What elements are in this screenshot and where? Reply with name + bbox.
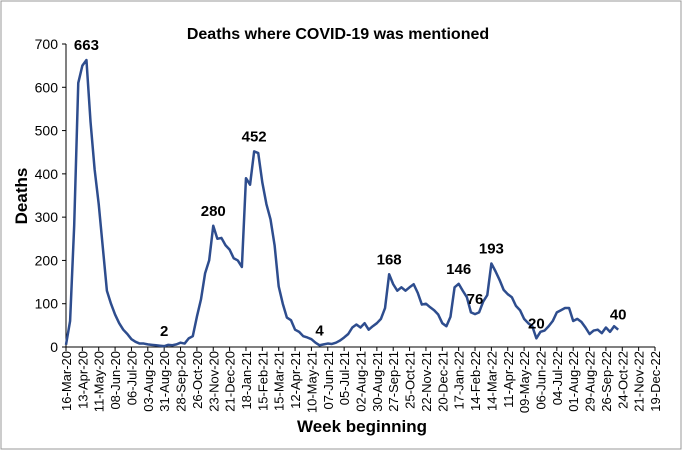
x-tick-label: 27-Sep-21 bbox=[386, 351, 401, 412]
x-tick-label: 12-Apr-21 bbox=[288, 351, 303, 409]
x-tick-label: 28-Sep-20 bbox=[174, 351, 189, 412]
x-tick-label: 21-Nov-22 bbox=[632, 351, 647, 412]
y-tick-label: 700 bbox=[35, 36, 59, 52]
x-tick-label: 07-Jun-21 bbox=[321, 351, 336, 410]
x-tick-label: 06-Jun-22 bbox=[533, 351, 548, 410]
data-label: 193 bbox=[479, 240, 504, 257]
x-tick-label: 20-Dec-21 bbox=[435, 351, 450, 412]
y-tick-label: 100 bbox=[35, 296, 59, 312]
x-tick-label: 29-Aug-22 bbox=[583, 351, 598, 412]
x-tick-label: 01-Aug-22 bbox=[566, 351, 581, 412]
data-label: 168 bbox=[377, 251, 402, 268]
x-tick-label: 18-Jan-21 bbox=[239, 351, 254, 410]
y-tick-label: 500 bbox=[35, 123, 59, 139]
data-label: 452 bbox=[242, 128, 267, 145]
x-tick-label: 02-Aug-21 bbox=[354, 351, 369, 412]
data-label: 146 bbox=[446, 261, 471, 278]
x-tick-label: 04-Jul-22 bbox=[550, 351, 565, 405]
x-tick-label: 16-Mar-20 bbox=[59, 351, 74, 411]
x-tick-label: 09-May-22 bbox=[517, 351, 532, 413]
data-label: 76 bbox=[467, 291, 484, 308]
x-tick-label: 10-May-21 bbox=[304, 351, 319, 413]
x-tick-label: 14-Mar-22 bbox=[484, 351, 499, 411]
x-tick-label: 17-Jan-22 bbox=[452, 351, 467, 410]
x-tick-label: 25-Oct-21 bbox=[403, 351, 418, 409]
x-tick-label: 08-Jun-20 bbox=[108, 351, 123, 410]
x-tick-label: 05-Jul-21 bbox=[337, 351, 352, 405]
data-label: 2 bbox=[160, 323, 168, 340]
x-tick-label: 15-Feb-21 bbox=[255, 351, 270, 411]
y-axis-label: Deaths bbox=[12, 168, 31, 225]
x-tick-label: 24-Oct-22 bbox=[615, 351, 630, 409]
data-label: 4 bbox=[315, 322, 324, 339]
x-tick-label: 03-Aug-20 bbox=[141, 351, 156, 412]
data-label: 280 bbox=[201, 203, 226, 220]
x-tick-label: 06-Jul-20 bbox=[124, 351, 139, 405]
y-tick-label: 600 bbox=[35, 79, 59, 95]
data-label: 20 bbox=[528, 315, 545, 332]
x-tick-label: 14-Feb-22 bbox=[468, 351, 483, 411]
y-tick-label: 0 bbox=[50, 339, 58, 355]
x-tick-label: 26-Sep-22 bbox=[599, 351, 614, 412]
x-tick-label: 21-Dec-20 bbox=[223, 351, 238, 412]
x-tick-label: 11-Apr-22 bbox=[501, 351, 516, 408]
data-line bbox=[64, 58, 619, 348]
x-tick-label: 31-Aug-20 bbox=[157, 351, 172, 412]
data-label: 40 bbox=[610, 307, 627, 324]
x-tick-label: 22-Nov-21 bbox=[419, 351, 434, 412]
chart-title: Deaths where COVID-19 was mentioned bbox=[187, 26, 489, 43]
x-axis-label: Week beginning bbox=[297, 417, 427, 436]
data-label: 663 bbox=[74, 37, 99, 54]
y-tick-label: 400 bbox=[35, 166, 59, 182]
x-tick-label: 30-Aug-21 bbox=[370, 351, 385, 412]
x-tick-label: 13-Apr-20 bbox=[75, 351, 90, 409]
x-tick-label: 15-Mar-21 bbox=[272, 351, 287, 411]
y-tick-label: 200 bbox=[35, 252, 59, 268]
y-tick-label: 300 bbox=[35, 209, 59, 225]
x-tick-label: 11-May-20 bbox=[92, 351, 107, 412]
x-tick-label: 23-Nov-20 bbox=[206, 351, 221, 412]
x-tick-label: 19-Dec-22 bbox=[648, 351, 663, 412]
x-tick-label: 26-Oct-20 bbox=[190, 351, 205, 409]
